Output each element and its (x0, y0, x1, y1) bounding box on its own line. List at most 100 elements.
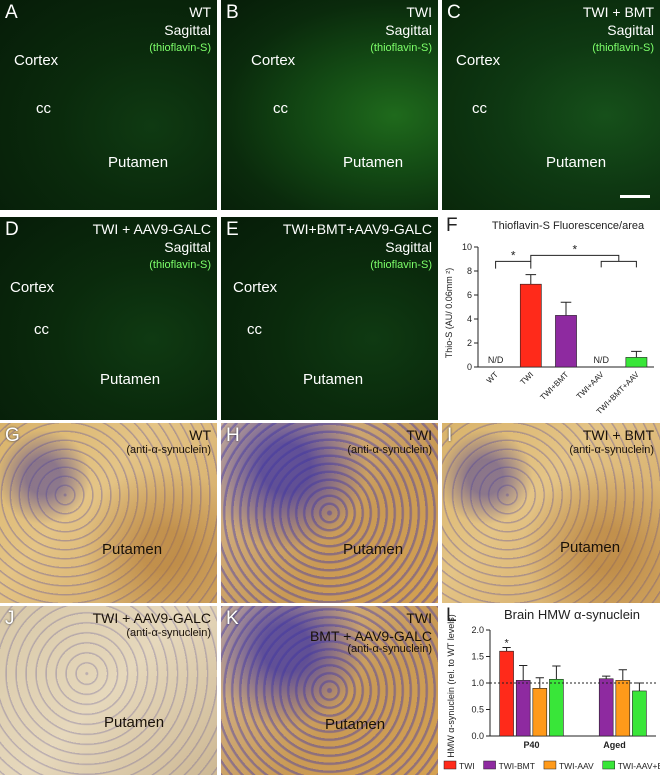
y-tick-label: 0 (467, 362, 472, 372)
y-tick-label: 6 (467, 290, 472, 300)
y-tick-label: 0.0 (471, 731, 484, 741)
region: Putamen (560, 539, 621, 556)
region: Cortex (233, 279, 278, 296)
panel-h: H TWI (anti-α-synuclein) Putamen (221, 423, 438, 603)
y-tick-label: 10 (462, 242, 472, 252)
panel-label: L (446, 606, 457, 626)
y-tick-label: 0.5 (471, 705, 484, 715)
panel-title: BMT + AAV9-GALC (309, 628, 432, 644)
legend-label: TWI-AAV (559, 761, 594, 771)
panel-title: Sagittal (385, 22, 432, 38)
error-bar (519, 665, 528, 681)
stain: (thioflavin-S) (592, 42, 654, 54)
y-tick-label: 1.0 (471, 678, 484, 688)
panel-label: B (226, 2, 239, 23)
y-tick-label: 4 (467, 314, 472, 324)
stain: (thioflavin-S) (149, 259, 211, 271)
panel-title: TWI + BMT (582, 427, 654, 443)
region: Putamen (343, 541, 404, 558)
error-bar (552, 665, 561, 680)
y-tick-label: 2 (467, 338, 472, 348)
region: Cortex (14, 52, 59, 69)
region: Putamen (108, 154, 169, 171)
region: Cortex (251, 52, 296, 69)
panel-d: D TWI + AAV9-GALC Sagittal (thioflavin-S… (0, 217, 217, 420)
x-tick-label: Aged (603, 740, 626, 750)
region: cc (247, 321, 262, 338)
region: Putamen (325, 716, 386, 733)
error-bar (631, 350, 642, 358)
y-tick-label: 1.5 (471, 652, 484, 662)
bar (515, 680, 531, 737)
error-bar (635, 682, 644, 691)
stain: (anti-α-synuclein) (347, 444, 432, 456)
panel-i: I TWI + BMT (anti-α-synuclein) Putamen (442, 423, 660, 603)
x-tick-label: P40 (523, 740, 539, 750)
panel-k: K TWI BMT + AAV9-GALC (anti-α-synuclein)… (221, 606, 438, 775)
panel-title: TWI + BMT (582, 4, 654, 20)
value-label: N/D (488, 355, 504, 365)
region: Cortex (10, 279, 55, 296)
y-tick-label: 8 (467, 266, 472, 276)
panel-label: G (5, 425, 20, 446)
panel-title: TWI + AAV9-GALC (92, 221, 211, 237)
panel-label: A (5, 2, 18, 23)
panel-title: WT (189, 4, 211, 20)
bracket (495, 260, 532, 269)
stain: (anti-α-synuclein) (126, 627, 211, 639)
legend-swatch (483, 760, 496, 770)
panel-b: B TWI Sagittal (thioflavin-S) Cortex cc … (221, 0, 438, 210)
panel-e: E TWI+BMT+AAV9-GALC Sagittal (thioflavin… (221, 217, 438, 420)
x-tick-label: TWI+BMT (538, 370, 570, 402)
region: cc (36, 100, 51, 117)
bar (499, 650, 514, 737)
panel-label: F (446, 217, 458, 236)
legend-swatch (602, 760, 615, 770)
bar (625, 357, 648, 368)
error-bar (525, 274, 537, 285)
legend-label: TWI (459, 761, 475, 771)
region: Putamen (343, 154, 404, 171)
annotation: * (572, 242, 577, 256)
stain: (thioflavin-S) (370, 259, 432, 271)
panel-g: G WT (anti-α-synuclein) Putamen (0, 423, 217, 603)
bar (532, 688, 548, 737)
stain: (anti-α-synuclein) (569, 444, 654, 456)
panel-label: K (226, 608, 239, 629)
panel-j: J TWI + AAV9-GALC (anti-α-synuclein) Put… (0, 606, 217, 775)
error-bar (560, 301, 572, 316)
error-bar (618, 669, 627, 681)
region: cc (472, 100, 487, 117)
panel-title: Sagittal (607, 22, 654, 38)
x-tick-label: WT (485, 370, 500, 385)
panel-title: TWI (406, 427, 432, 443)
bar (555, 315, 577, 368)
stain: (anti-α-synuclein) (126, 444, 211, 456)
panel-label: I (447, 425, 453, 446)
region: cc (273, 100, 288, 117)
stain: (thioflavin-S) (370, 42, 432, 54)
bar (615, 680, 631, 737)
error-bar (602, 675, 611, 679)
stain: (thioflavin-S) (149, 42, 211, 54)
bar (549, 678, 564, 737)
panel-title: TWI (406, 610, 432, 626)
x-tick-label: TWI+AAV (575, 370, 606, 401)
region: Putamen (100, 371, 161, 388)
panel-title: Sagittal (164, 239, 211, 255)
value-label: N/D (593, 355, 609, 365)
legend-label: TWI-AAV+BMT (618, 761, 660, 771)
panel-title: TWI + AAV9-GALC (92, 610, 211, 626)
chart-title: Thioflavin-S Fluorescence/area (492, 220, 645, 232)
bar (632, 690, 647, 737)
y-tick-label: 2.0 (471, 625, 484, 635)
legend-swatch (543, 760, 557, 770)
x-tick-label: TWI (518, 370, 535, 387)
bracket (530, 254, 637, 268)
chart-f: F Thioflavin-S Fluorescence/area Thio-S … (444, 217, 654, 416)
panel-title: TWI (406, 4, 432, 20)
panel-title: Sagittal (385, 239, 432, 255)
annotation: * (511, 248, 516, 262)
panel-title: WT (189, 427, 211, 443)
